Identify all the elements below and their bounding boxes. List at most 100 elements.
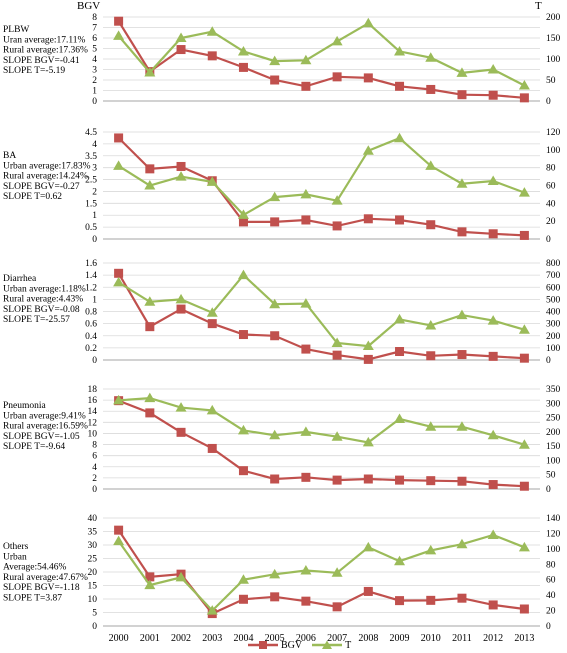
bgv-point (457, 90, 467, 100)
t-point (394, 132, 406, 143)
right-tick-label: 500 (546, 295, 561, 305)
bgv-point (270, 474, 280, 484)
left-tick-label: 3 (92, 66, 97, 76)
bgv-point (395, 475, 405, 485)
left-tick-label: 0 (92, 356, 97, 366)
bgv-point (395, 81, 405, 91)
panel-label-line: SLOPE T=3.87 (3, 594, 62, 604)
bgv-point (332, 221, 342, 231)
right-tick-label: 0 (546, 356, 551, 366)
left-tick-label: 40 (88, 514, 98, 524)
bgv-point (176, 304, 186, 314)
bgv-point (145, 408, 155, 418)
bgv-point (519, 353, 529, 363)
chart-panel: 0 5 10 15 20 25 30 35 40 0 20 40 60 80 100 120 140 Others… (3, 514, 561, 644)
t-point (237, 45, 249, 56)
t-point (113, 394, 125, 405)
series-line-bgv (117, 137, 525, 237)
panel-label-line: Rural average:17.36% (3, 46, 88, 56)
series-line-bgv (117, 272, 525, 361)
panel-label-line: SLOPE BGV=-0.08 (3, 305, 80, 315)
right-tick-label: 250 (546, 414, 561, 424)
bgv-point (395, 215, 405, 225)
t-point (425, 544, 437, 555)
bgv-point (145, 322, 155, 332)
t-point (237, 574, 249, 584)
bgv-point (519, 230, 529, 240)
bgv-point (519, 604, 529, 614)
panel-label-line: Urban average:1.18% (3, 284, 86, 294)
panel-label-line: SLOPE BGV=-0.27 (3, 182, 80, 192)
t-point (175, 32, 187, 42)
panel-label-line: SLOPE BGV=-0.41 (3, 56, 80, 66)
bgv-point (488, 600, 498, 610)
t-point (269, 55, 281, 66)
t-point (144, 66, 156, 77)
bgv-point (457, 227, 467, 237)
t-point (144, 392, 156, 403)
bgv-point (238, 594, 248, 604)
right-tick-label: 100 (546, 344, 561, 354)
left-tick-label: 0 (92, 97, 97, 107)
right-tick-label: 100 (546, 146, 561, 156)
chart-panel: 0 0.5 1 1.5 22.5 3 3.5 4 4.5 0 20 40 60 80 100 120 BAUrb… (3, 128, 561, 245)
panel-label-line: Rural average:14.24% (3, 172, 88, 182)
bgv-point (363, 354, 373, 364)
left-tick-label: 5 (92, 45, 97, 55)
t-point (269, 298, 281, 309)
t-point (362, 17, 374, 28)
panel-label-line: Urban average:9.41% (3, 411, 86, 421)
t-point (362, 436, 374, 447)
bgv-point (457, 593, 467, 603)
bgv-point (332, 475, 342, 485)
t-point (175, 402, 187, 412)
bgv-point (114, 16, 124, 26)
t-point (300, 188, 312, 199)
right-tick-label: 50 (546, 471, 556, 481)
right-tick-label: 400 (546, 308, 561, 318)
series-line-bgv (117, 529, 525, 615)
t-point (487, 529, 499, 539)
t-point (237, 269, 249, 280)
left-tick-label: 6 (92, 452, 97, 462)
right-tick-label: 140 (546, 514, 561, 524)
bgv-point (395, 347, 405, 357)
t-point (362, 541, 374, 552)
t-point (425, 319, 437, 330)
t-point (113, 160, 125, 170)
bgv-point (519, 93, 529, 103)
panel-label-line: Diarrhea (3, 274, 37, 284)
right-tick-label: 150 (546, 34, 561, 44)
right-tick-label: 300 (546, 320, 561, 330)
t-point (487, 175, 499, 186)
right-tick-label: 60 (546, 182, 556, 192)
t-point (300, 54, 312, 65)
t-point (206, 176, 218, 186)
right-tick-label: 200 (546, 428, 561, 438)
legend-label-bgv: BGV (281, 639, 303, 651)
bgv-point (488, 90, 498, 100)
t-point (362, 145, 374, 155)
left-tick-label: 0.4 (85, 332, 97, 342)
t-point (425, 160, 437, 170)
chart-panel: 0 0.2 0.4 0.6 0.8 1 1.2 1.4 1.6 0 100 200 300 400 500 6… (3, 259, 561, 366)
series-line-t (118, 136, 525, 217)
bgv-point (176, 161, 186, 171)
bgv-point (457, 476, 467, 486)
right-tick-label: 150 (546, 442, 561, 452)
right-tick-label: 300 (546, 399, 561, 409)
right-tick-label: 700 (546, 271, 561, 281)
left-tick-label: 1.4 (85, 271, 97, 281)
right-tick-label: 0 (546, 97, 551, 107)
right-tick-label: 600 (546, 283, 561, 293)
x-tick-label: 2011 (452, 633, 472, 644)
bgv-point (332, 602, 342, 612)
legend-item-bgv: BGV (248, 640, 302, 651)
t-point (331, 337, 343, 348)
bgv-point (114, 133, 124, 143)
left-tick-label: 1.2 (85, 283, 97, 293)
left-tick-label: 4 (92, 55, 97, 65)
bgv-point (519, 481, 529, 491)
bgv-point (238, 217, 248, 227)
